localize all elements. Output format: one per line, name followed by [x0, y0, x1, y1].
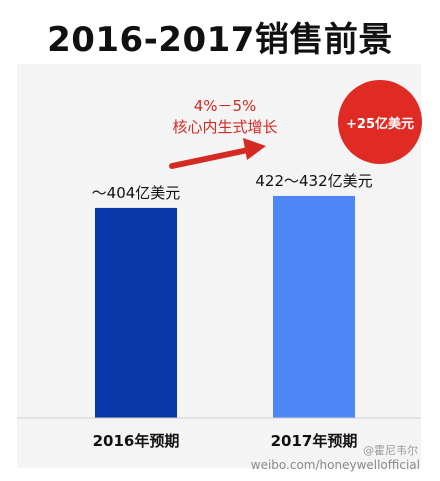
growth-annotation: 4%－5% 核心内生式增长	[150, 96, 300, 138]
bar-1	[95, 207, 177, 418]
bar-2	[273, 195, 355, 418]
chart-title: 2016-2017销售前景	[47, 20, 393, 60]
category-label-2: 2017年预期	[271, 432, 358, 450]
growth-rate-label: 4%－5%	[193, 97, 257, 115]
bar-value-label-2: 422～432亿美元	[255, 172, 372, 190]
category-label-1: 2016年预期	[93, 432, 180, 450]
growth-arrow-shaft	[169, 147, 251, 169]
bar-value-label-1: ～404亿美元	[92, 184, 181, 202]
increase-badge: +25亿美元	[338, 80, 422, 164]
growth-arrow-head	[243, 138, 266, 160]
growth-type-label: 核心内生式增长	[172, 118, 278, 136]
increase-badge-label: +25亿美元	[346, 116, 414, 132]
watermark-url: weibo.com/honeywellofficial	[250, 458, 420, 472]
watermark-handle: @霍尼韦尔	[363, 444, 418, 457]
